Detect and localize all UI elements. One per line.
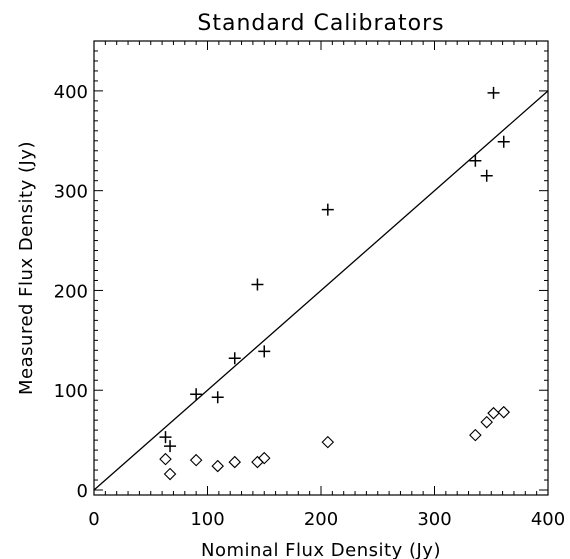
y-tick-label: 100 bbox=[54, 381, 88, 402]
plus-point bbox=[159, 431, 172, 444]
diamond-point bbox=[257, 451, 271, 465]
diamond-point bbox=[163, 467, 177, 481]
diamond-point bbox=[211, 459, 224, 473]
y-tick-label: 200 bbox=[54, 281, 88, 302]
x-tick-label: 200 bbox=[304, 509, 338, 530]
diamond-point bbox=[228, 455, 242, 469]
plus-point bbox=[258, 345, 271, 358]
diamond-point bbox=[469, 428, 482, 442]
x-tick-label: 0 bbox=[88, 509, 99, 530]
diamond-point bbox=[480, 415, 493, 429]
plus-point bbox=[497, 135, 510, 148]
plus-point bbox=[321, 203, 334, 216]
diamond-point bbox=[251, 455, 264, 469]
diamond-point bbox=[487, 406, 500, 420]
plus-point bbox=[480, 169, 493, 182]
diamond-point bbox=[189, 453, 203, 467]
x-axis-title: Nominal Flux Density (Jy) bbox=[201, 540, 441, 559]
tick-marks bbox=[93, 40, 549, 495]
y-tick-label: 400 bbox=[54, 82, 88, 103]
tick-labels: 0 100 200 300 400 0 100 200 300 400 bbox=[54, 82, 566, 530]
y-tick-label: 0 bbox=[77, 481, 88, 502]
diamond-point bbox=[321, 435, 335, 449]
x-tick-label: 100 bbox=[190, 509, 224, 530]
data-points bbox=[159, 86, 511, 481]
diamond-point bbox=[159, 452, 172, 466]
diamond-point bbox=[497, 405, 511, 419]
chart-title: Standard Calibrators bbox=[197, 11, 444, 36]
plus-point bbox=[228, 352, 241, 365]
y-tick-label: 300 bbox=[54, 182, 88, 203]
plus-point bbox=[487, 86, 500, 99]
plus-point bbox=[469, 154, 482, 167]
x-tick-label: 400 bbox=[531, 509, 565, 530]
plus-point bbox=[211, 391, 224, 404]
plus-point bbox=[164, 440, 177, 453]
plot-frame bbox=[93, 40, 549, 496]
plus-point bbox=[251, 278, 264, 291]
y-axis-title: Measured Flux Density (Jy) bbox=[16, 141, 37, 395]
reference-line bbox=[93, 90, 549, 491]
plus-point bbox=[190, 388, 203, 401]
x-tick-label: 300 bbox=[417, 509, 451, 530]
